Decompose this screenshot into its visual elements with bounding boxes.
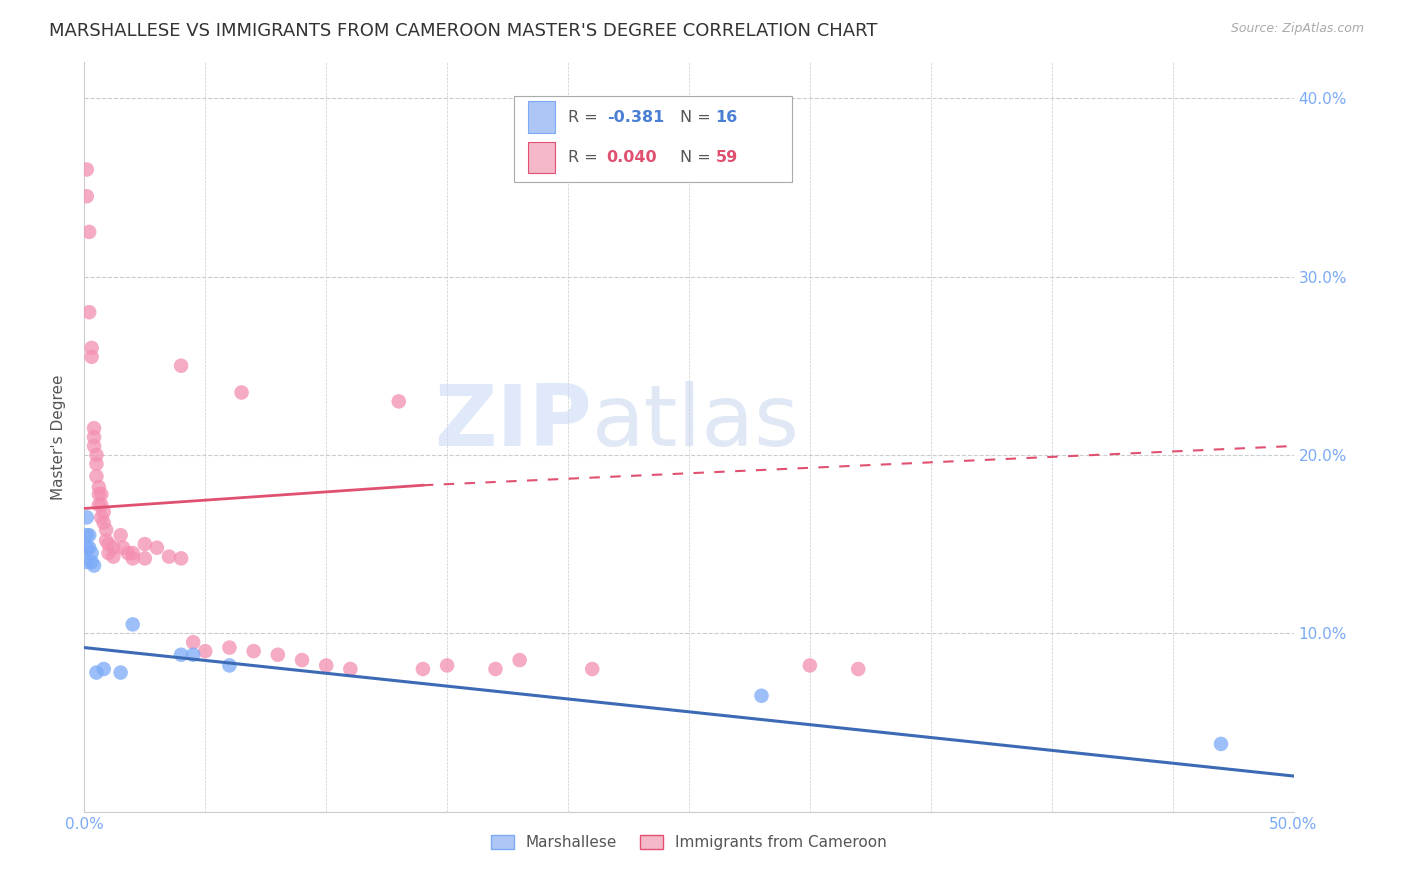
Point [77,225,100,239]
Point [121,546,143,560]
Point [103,541,125,555]
Point [83,439,105,453]
Point [170,648,193,662]
Point [83,430,105,444]
Point [484,662,506,676]
Point [86,469,108,483]
Y-axis label: Master's Degree: Master's Degree [51,375,66,500]
Point [80,350,103,364]
Point [121,617,143,632]
Point [181,648,204,662]
Point [267,648,290,662]
Point [83,558,105,573]
Point [218,640,240,655]
Point [134,551,156,566]
FancyBboxPatch shape [529,142,555,173]
Point [121,551,143,566]
Point [751,689,773,703]
Text: N =: N = [681,110,716,125]
Point [134,537,156,551]
Point [412,662,434,676]
Point [112,541,135,555]
Text: atlas: atlas [592,381,800,464]
Point [76,189,98,203]
Text: Source: ZipAtlas.com: Source: ZipAtlas.com [1230,22,1364,36]
Point [170,359,193,373]
Text: R =: R = [568,150,603,165]
Point [80,341,103,355]
Point [170,551,193,566]
Text: R =: R = [568,110,603,125]
Text: ZIP: ZIP [434,381,592,464]
Legend: Marshallese, Immigrants from Cameroon: Marshallese, Immigrants from Cameroon [485,830,893,856]
Point [87,480,110,494]
Point [76,541,98,555]
Point [218,658,240,673]
Point [76,555,98,569]
Point [315,658,337,673]
Text: 59: 59 [716,150,738,165]
Point [93,516,115,530]
Point [83,421,105,435]
Point [581,662,603,676]
Point [110,528,132,542]
Point [97,546,120,560]
Text: 0.040: 0.040 [607,150,658,165]
Point [94,533,117,548]
Point [110,665,132,680]
Point [388,394,411,409]
Point [80,555,103,569]
Point [87,487,110,501]
Point [799,658,821,673]
Point [94,523,117,537]
Point [90,487,112,501]
Point [181,635,204,649]
Point [93,505,115,519]
Point [77,528,100,542]
Point [436,658,458,673]
Point [194,644,217,658]
Text: 16: 16 [716,110,738,125]
Point [77,541,100,555]
Point [86,448,108,462]
Point [93,662,115,676]
Point [90,498,112,512]
FancyBboxPatch shape [513,96,792,182]
Point [231,385,253,400]
Point [80,546,103,560]
FancyBboxPatch shape [529,102,555,133]
Point [291,653,314,667]
Point [97,537,120,551]
Point [86,457,108,471]
Text: -0.381: -0.381 [607,110,664,125]
Text: MARSHALLESE VS IMMIGRANTS FROM CAMEROON MASTER'S DEGREE CORRELATION CHART: MARSHALLESE VS IMMIGRANTS FROM CAMEROON … [49,22,877,40]
Point [157,549,180,564]
Point [103,549,125,564]
Point [846,662,869,676]
Point [76,162,98,177]
Point [77,305,100,319]
Point [86,665,108,680]
Point [87,498,110,512]
Point [146,541,169,555]
Text: N =: N = [681,150,716,165]
Point [509,653,531,667]
Point [242,644,264,658]
Point [76,510,98,524]
Point [339,662,361,676]
Point [1209,737,1232,751]
Point [90,510,112,524]
Point [117,546,139,560]
Point [76,528,98,542]
